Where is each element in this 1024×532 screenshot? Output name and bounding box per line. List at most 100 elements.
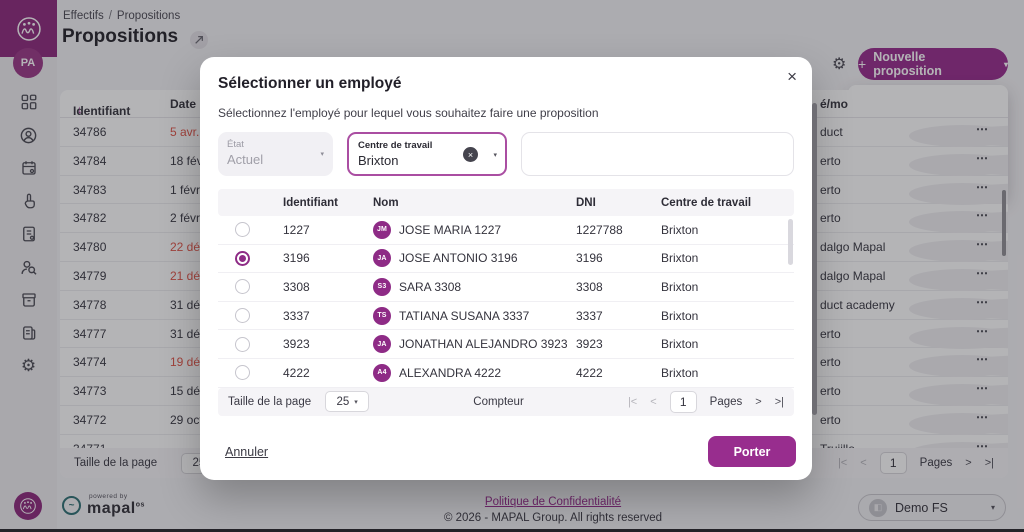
brand-icon[interactable] [14, 492, 42, 520]
employee-search-input[interactable] [521, 132, 794, 176]
documents-icon[interactable] [19, 323, 39, 343]
table-row[interactable]: 34786 5 avr. 2 duct ⋯ [60, 118, 1008, 147]
row-text-fragment: dalgo Mapal [820, 268, 886, 283]
profile-icon[interactable] [19, 125, 39, 145]
new-proposition-button[interactable]: + Nouvelle proposition ▾ [858, 48, 1008, 80]
row-actions-icon[interactable]: ⋯ [976, 409, 989, 424]
row-date: 31 déc. [170, 326, 210, 341]
attachment-icon[interactable] [943, 182, 1008, 205]
page-title: Propositions [62, 26, 179, 47]
radio-button[interactable] [234, 336, 250, 352]
row-actions-icon[interactable]: ⋯ [976, 381, 989, 396]
centre-de-travail-select[interactable]: Centre de travail Brixton × ▾ [347, 132, 507, 176]
attachment-icon[interactable] [943, 211, 1008, 234]
close-icon[interactable]: × [787, 67, 797, 86]
counter-label: Compteur [473, 395, 524, 408]
table-row[interactable]: 34778 31 déc duct academy ⋯ [60, 291, 1008, 320]
touch-icon[interactable] [19, 191, 39, 211]
page-number-input[interactable]: 1 [879, 452, 907, 474]
row-actions-icon[interactable]: ⋯ [976, 150, 989, 165]
select-employee-modal: × Sélectionner un employé Sélectionnez l… [200, 57, 812, 480]
app-logo[interactable] [0, 0, 57, 57]
gear-icon[interactable]: ⚙ [832, 56, 847, 73]
table-row[interactable]: 34774 19 déc erto ⋯ [60, 348, 1008, 378]
cancel-button[interactable]: Annuler [225, 444, 269, 459]
attachment-icon[interactable] [943, 355, 1008, 378]
employee-row[interactable]: 3337 TS TATIANA SUSANA 3337 3337 Brixton [218, 302, 794, 331]
row-actions-icon[interactable]: ⋯ [976, 438, 989, 448]
employee-row[interactable]: 3923 JA JONATHAN ALEJANDRO 3923 3923 Brix… [218, 330, 794, 359]
employee-centre: Brixton [661, 222, 699, 237]
row-actions-icon[interactable]: ⋯ [976, 352, 989, 367]
environment-selector[interactable]: ◧ Demo FS ▾ [858, 494, 1006, 521]
employee-row[interactable]: 3196 JA JOSE ANTONIO 3196 3196 Brixton [218, 245, 794, 274]
attachment-icon[interactable] [943, 125, 1008, 147]
dashboard-icon[interactable] [19, 92, 39, 112]
row-identifiant: 34774 [73, 355, 107, 370]
radio-button[interactable] [234, 308, 250, 324]
employee-row[interactable]: 3308 S3 SARA 3308 3308 Brixton [218, 273, 794, 302]
row-actions-icon[interactable]: ⋯ [976, 237, 989, 252]
last-page-icon[interactable]: >| [774, 395, 784, 408]
row-identifiant: 34772 [73, 412, 107, 427]
employee-table-scrollbar[interactable] [788, 219, 793, 265]
employee-row[interactable]: 1227 JM JOSE MARIA 1227 1227788 Brixton [218, 216, 794, 245]
attachment-icon[interactable] [943, 240, 1008, 263]
col-date[interactable]: Date [170, 97, 197, 111]
attachment-icon[interactable] [943, 441, 1008, 448]
employee-centre: Brixton [661, 251, 699, 266]
first-page-icon[interactable]: |< [627, 395, 638, 408]
table-row[interactable]: 34771 Trujillo ⋯ [60, 435, 1008, 448]
etat-label: État [227, 139, 244, 150]
prev-page-icon[interactable]: < [650, 395, 657, 408]
breadcrumb-effectifs[interactable]: Effectifs [63, 10, 104, 22]
submit-button[interactable]: Porter [708, 436, 796, 467]
row-actions-icon[interactable]: ⋯ [976, 323, 989, 338]
attachment-icon[interactable] [943, 412, 1008, 435]
avatar: JA [373, 249, 391, 268]
row-actions-icon[interactable]: ⋯ [976, 208, 989, 223]
archive-icon[interactable] [19, 290, 39, 310]
row-date: 21 déc. [170, 268, 210, 283]
calendar-icon[interactable] [19, 158, 39, 178]
first-page-icon[interactable]: |< [837, 457, 848, 469]
etat-select[interactable]: État Actuel ▾ [218, 132, 333, 176]
prev-page-icon[interactable]: < [860, 457, 867, 469]
row-actions-icon[interactable]: ⋯ [976, 122, 989, 136]
attachment-icon[interactable] [943, 153, 1008, 176]
table-scrollbar[interactable] [1002, 190, 1006, 256]
row-identifiant: 34783 [73, 182, 107, 197]
next-page-icon[interactable]: > [965, 457, 972, 469]
next-page-icon[interactable]: > [755, 395, 762, 408]
settings-icon[interactable]: ⚙ [20, 356, 37, 375]
attachment-icon[interactable] [943, 297, 1008, 320]
employee-row[interactable]: 4222 A4 ALEXANDRA 4222 4222 Brixton [218, 359, 794, 388]
breadcrumb-propositions[interactable]: Propositions [116, 10, 181, 22]
chevron-down-icon: ▾ [493, 152, 497, 159]
privacy-link[interactable]: Politique de Confidentialité [484, 496, 622, 508]
comment-icon[interactable] [909, 441, 1008, 448]
row-text-fragment: erto [820, 153, 841, 168]
edit-icon[interactable] [190, 31, 208, 49]
page-size-select[interactable]: 25▾ [325, 391, 370, 413]
attachment-icon[interactable] [943, 326, 1008, 349]
person-search-icon[interactable] [19, 257, 39, 277]
user-avatar[interactable]: PA [13, 48, 43, 78]
employee-id: 1227 [283, 222, 310, 237]
row-actions-icon[interactable]: ⋯ [976, 294, 989, 309]
row-identifiant: 34782 [73, 211, 107, 226]
attachment-icon[interactable] [943, 268, 1008, 291]
radio-button[interactable] [234, 222, 250, 238]
last-page-icon[interactable]: >| [984, 457, 994, 469]
form-icon[interactable] [19, 224, 39, 244]
row-date: 18 févr [170, 153, 207, 168]
row-actions-icon[interactable]: ⋯ [976, 179, 989, 194]
modal-scrollbar[interactable] [812, 103, 817, 415]
radio-button[interactable] [234, 250, 250, 266]
radio-button[interactable] [234, 365, 250, 381]
attachment-icon[interactable] [943, 384, 1008, 407]
radio-button[interactable] [234, 279, 250, 295]
clear-icon[interactable]: × [463, 147, 478, 162]
row-actions-icon[interactable]: ⋯ [976, 265, 989, 280]
page-number-input[interactable]: 1 [669, 390, 697, 413]
